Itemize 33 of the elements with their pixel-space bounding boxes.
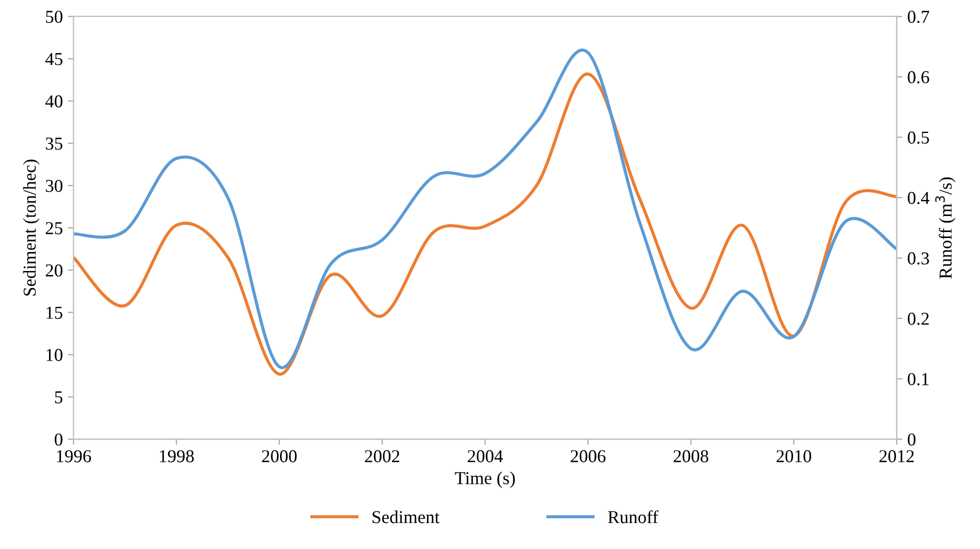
y-axis-title: Sediment (ton/hec): [23, 160, 40, 296]
y-tick-label: 25: [46, 222, 62, 234]
y-tick-label: 15: [46, 306, 62, 319]
x-tick-label: 2008: [674, 450, 708, 462]
y2-tick-label: 0: [908, 433, 916, 446]
y-tick-label: 45: [45, 53, 62, 66]
y2-tick-label: 0.7: [908, 10, 930, 23]
y-tick-label: 30: [46, 180, 62, 192]
y-tick-label: 20: [46, 264, 62, 277]
y2-tick-label: 0.2: [908, 312, 929, 325]
y-tick-label: 50: [46, 10, 62, 23]
y2-tick-label: 0.6: [908, 71, 930, 84]
y-tick-label: 10: [46, 348, 62, 362]
y-tick-label: 5: [55, 391, 62, 404]
x-tick-label: 2012: [879, 450, 914, 462]
x-tick-label: 2002: [364, 450, 400, 462]
y2-axis-title: Runoff (m$^{3}$/s): [935, 177, 956, 279]
x-tick-label: 1998: [160, 450, 194, 462]
y2-tick-label: 0.1: [908, 373, 929, 386]
x-tick-label: 2000: [262, 450, 297, 462]
x-tick-label: 2010: [776, 450, 812, 462]
x-tick-label: 2004: [468, 450, 503, 462]
y2-tick-label: 0.3: [908, 252, 929, 265]
y-tick-label: 35: [46, 138, 62, 150]
y-tick-label: 40: [45, 95, 62, 108]
x-tick-label: 1996: [57, 450, 92, 462]
legend-label: Sediment: [372, 510, 440, 524]
legend-label: Runoff: [608, 510, 658, 524]
y2-tick-label: 0.5: [908, 132, 929, 144]
y2-tick-label: 0.4: [908, 192, 930, 204]
y-tick-label: 0: [54, 433, 62, 446]
x-axis-title: Time (s): [454, 472, 515, 488]
x-tick-label: 2006: [570, 450, 606, 462]
